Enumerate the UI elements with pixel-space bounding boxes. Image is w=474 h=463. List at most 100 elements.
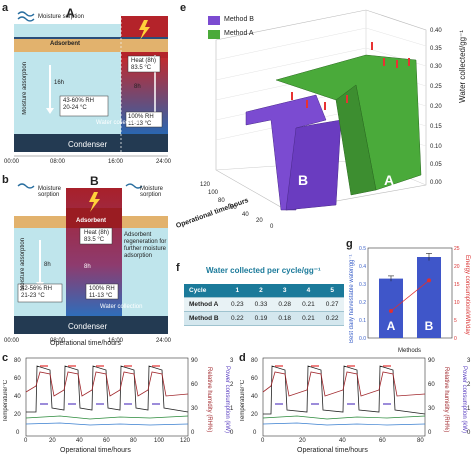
g-right-tick: 20: [454, 264, 460, 270]
adsorption-note-b: Moisture adsorption: [20, 238, 26, 291]
table-cell: 0.18: [272, 311, 297, 326]
condenser-block: [14, 134, 168, 152]
panel-b-xlabel: Operational time/hours: [50, 340, 121, 347]
adsorbent-layer: [14, 38, 168, 52]
g-plot-frame: [367, 247, 453, 339]
g-left-tick: 0.3: [359, 282, 366, 288]
panel-d-chart: [262, 357, 426, 437]
z-tick-1: 0.35: [430, 46, 442, 52]
table-cell: 0.27: [320, 297, 344, 312]
table-header-cell: 3: [272, 284, 297, 298]
c-pwtick: 0: [230, 430, 234, 436]
g-bar: [379, 278, 403, 338]
z-tick-4: 0.20: [430, 104, 442, 110]
duration-8h-left-b: 8h: [44, 262, 51, 268]
g-bar: [417, 257, 441, 338]
table-cell: Method A: [184, 297, 226, 312]
condenser-label-a: Condenser: [68, 140, 108, 149]
d-ytick: 0: [253, 430, 257, 436]
c-ylabel-power: Power consumption (kW): [224, 366, 230, 434]
legend-swatch-a: [208, 30, 220, 39]
c-ytick: 20: [14, 412, 21, 418]
c-ylabel-temp: Temperature/°C: [3, 379, 9, 423]
table-cell: 0.21: [296, 311, 321, 326]
table-cell: 0.19: [249, 311, 273, 326]
moisture-sorption-b: Moisture sorption: [38, 186, 62, 198]
panel-c: c Temperature/°C Relative humidity (RH%)…: [0, 352, 237, 458]
surface-letter-a: A: [384, 172, 395, 188]
rh-condition-a: 43-60% RH 20-24 °C: [63, 98, 95, 111]
wave-icon: [17, 11, 35, 17]
c-pwtick: 1: [230, 406, 234, 412]
z-tick-8: 0.00: [430, 180, 442, 186]
condenser-label-b: Condenser: [68, 322, 108, 331]
g-left-tick: 0.5: [359, 246, 366, 252]
c-xtick: 60: [103, 438, 110, 444]
table-title: Water collected per cycle/gg⁻¹: [206, 266, 321, 275]
adsorbent-label: Adsorbent: [50, 41, 80, 47]
d-ylabel-temp: Temperature/°C: [240, 379, 246, 423]
time-a-2: 16:00: [108, 159, 124, 165]
legend-swatch-b: [208, 16, 220, 25]
rh-condition-b: 42-56% RH 21-23 °C: [21, 286, 53, 299]
table-cell: 0.21: [296, 297, 321, 312]
c-rhtick: 30: [191, 406, 198, 412]
d-xtick: 40: [339, 438, 346, 444]
z-axis-label: Water collected/gg⁻¹: [458, 30, 467, 103]
table-header-row: Cycle 1 2 3 4 5: [184, 284, 344, 298]
time-b-0: 00:00: [4, 338, 20, 344]
c-ytick: 40: [14, 394, 21, 400]
d-xtick: 80: [417, 438, 424, 444]
moisture-sorption-label: Moisture sorption: [38, 14, 85, 20]
x-tick-2: 80: [218, 198, 225, 204]
panel-b-label: b: [2, 174, 9, 186]
g-energy-point: [389, 309, 393, 313]
x-tick-5: 20: [256, 218, 263, 224]
panel-a-label: a: [2, 2, 9, 14]
table-row: Method A 0.23 0.33 0.28 0.21 0.27: [184, 297, 344, 312]
surface-letter-b: B: [298, 172, 309, 188]
c-xtick: 40: [76, 438, 83, 444]
panel-g-label: g: [346, 238, 353, 250]
panel-c-chart: [25, 357, 189, 437]
d-xtick: 60: [379, 438, 386, 444]
g-left-tick: 0.1: [359, 318, 366, 324]
x-tick-1: 100: [208, 190, 219, 196]
table-cell: Method B: [184, 311, 226, 326]
z-tick-6: 0.10: [430, 144, 442, 150]
rh-cond2-a: 100% RH 11-13 °C: [128, 114, 154, 127]
wave-icon: [125, 183, 143, 189]
d-ytick: 60: [251, 376, 258, 382]
c-xlabel: Operational time/hours: [60, 447, 131, 454]
g-right-ylabel: Energy consumption/kWh/day: [464, 255, 470, 335]
x-tick-6: 0: [270, 224, 274, 230]
d-xtick: 0: [261, 438, 265, 444]
adsorption-note: Moisture adsorption: [22, 62, 28, 115]
time-a-0: 00:00: [4, 159, 20, 165]
z-tick-3: 0.25: [430, 84, 442, 90]
g-xlabel: Methods: [398, 348, 422, 354]
table-header-cell: 2: [249, 284, 273, 298]
g-energy-point: [427, 278, 431, 283]
adsorbent-note-b: Adsorbent regeneration for further moist…: [124, 232, 167, 259]
heat-label-a: Heat (8h) 83.5 °C: [131, 58, 157, 71]
z-tick-2: 0.30: [430, 64, 442, 70]
panel-g: 0.0 0.1 0.2 0.3 0.4 0.5 0 5 10 15 20 25 A B g Best da…: [346, 234, 474, 358]
c-pwtick: 2: [230, 382, 234, 388]
table-header-cell: 4: [296, 284, 321, 298]
x-tick-4: 40: [242, 212, 249, 218]
lightning-icon: [139, 20, 150, 40]
panel-a-diagram: [14, 11, 168, 158]
panel-e: e Method B Method A B A 0.40 0.35 0.30 0…: [175, 0, 474, 244]
c-rhtick: 60: [191, 382, 198, 388]
x-tick-3: 60: [230, 205, 237, 211]
x-tick-0: 120: [200, 182, 211, 188]
z-tick-0: 0.40: [430, 28, 442, 34]
d-pwtick: 3: [467, 358, 471, 364]
panel-e-label: e: [180, 2, 187, 14]
panel-d-label: d: [239, 352, 246, 364]
d-rhtick: 60: [428, 382, 435, 388]
table-header-cell: 5: [320, 284, 344, 298]
table-row: Method B 0.22 0.19 0.18 0.21 0.22: [184, 311, 344, 326]
g-left-tick: 0.2: [359, 300, 366, 306]
